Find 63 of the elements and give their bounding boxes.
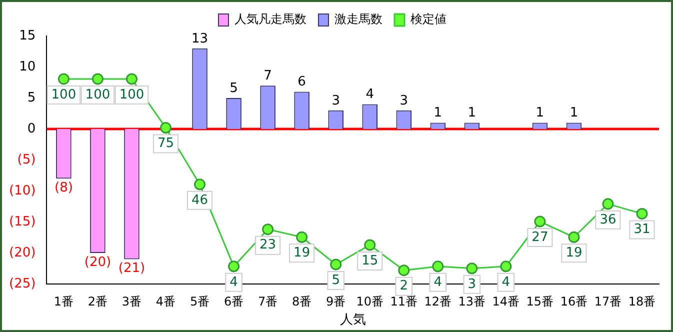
- y-tick-label: (10): [9, 183, 36, 198]
- data-label: 13: [191, 31, 208, 46]
- legend-label: 検定値: [410, 12, 446, 26]
- x-tick-label: 9番: [326, 294, 346, 308]
- data-label: (8): [54, 180, 73, 196]
- data-label: 4: [230, 274, 238, 290]
- data-label: 23: [260, 238, 276, 253]
- x-tick-label: 4番: [156, 294, 176, 308]
- x-tick-label: 17番: [594, 294, 622, 308]
- data-label: 3: [468, 276, 476, 292]
- y-tick-label: 10: [19, 59, 36, 74]
- x-tick-label: 15番: [526, 294, 554, 308]
- data-label: 6: [298, 74, 306, 90]
- data-label: 46: [191, 192, 208, 208]
- x-tick-label: 13番: [458, 294, 486, 308]
- data-label: 7: [264, 68, 272, 84]
- y-tick-label: 5: [27, 90, 36, 106]
- x-tick-label: 10番: [356, 294, 384, 308]
- data-label: 1: [468, 106, 476, 121]
- data-label: 3: [400, 93, 408, 108]
- data-label: 75: [157, 136, 174, 152]
- data-label: 15: [362, 253, 378, 268]
- y-tick-label: 0: [27, 121, 36, 136]
- data-label: 19: [294, 246, 310, 261]
- x-tick-label: 1番: [54, 294, 74, 308]
- y-tick-label: (20): [9, 245, 36, 260]
- data-label: 19: [566, 246, 582, 261]
- x-tick-label: 12番: [424, 294, 452, 308]
- x-tick-label: 3番: [122, 294, 142, 308]
- y-tick-label: 15: [19, 28, 36, 44]
- x-axis-title: 人気: [340, 312, 366, 328]
- data-label: 31: [634, 222, 650, 238]
- y-tick-label: (25): [9, 276, 36, 292]
- data-label: 5: [332, 272, 340, 288]
- x-tick-label: 6番: [224, 294, 244, 308]
- data-label: 27: [532, 230, 548, 245]
- data-label: (20): [84, 254, 112, 270]
- data-label: 3: [332, 93, 340, 108]
- x-tick-label: 2番: [88, 294, 108, 308]
- data-label: 1: [570, 106, 578, 121]
- data-label: 1: [536, 106, 544, 121]
- x-tick-label: 18番: [628, 294, 656, 308]
- x-tick-label: 7番: [258, 294, 278, 308]
- data-label: 36: [600, 212, 616, 228]
- y-tick-label: (15): [9, 214, 36, 230]
- data-label: 4: [502, 274, 510, 290]
- x-tick-label: 8番: [292, 294, 312, 308]
- data-label: 1: [434, 106, 442, 121]
- legend-label: 人気凡走馬数: [234, 12, 306, 26]
- x-tick-label: 5番: [190, 294, 210, 308]
- legend-label: 激走馬数: [334, 12, 382, 26]
- x-tick-label: 14番: [492, 294, 520, 308]
- data-label: 5: [230, 80, 238, 96]
- x-tick-label: 16番: [560, 294, 588, 308]
- y-tick-label: (5): [17, 152, 36, 168]
- data-label: 4: [434, 274, 442, 290]
- data-label: 2: [400, 278, 408, 294]
- data-label: 100: [85, 87, 110, 102]
- data-label: 100: [51, 87, 76, 102]
- data-label: 4: [366, 87, 374, 102]
- data-label: (21): [118, 261, 146, 276]
- data-label: 100: [119, 87, 144, 102]
- x-tick-label: 11番: [390, 294, 418, 308]
